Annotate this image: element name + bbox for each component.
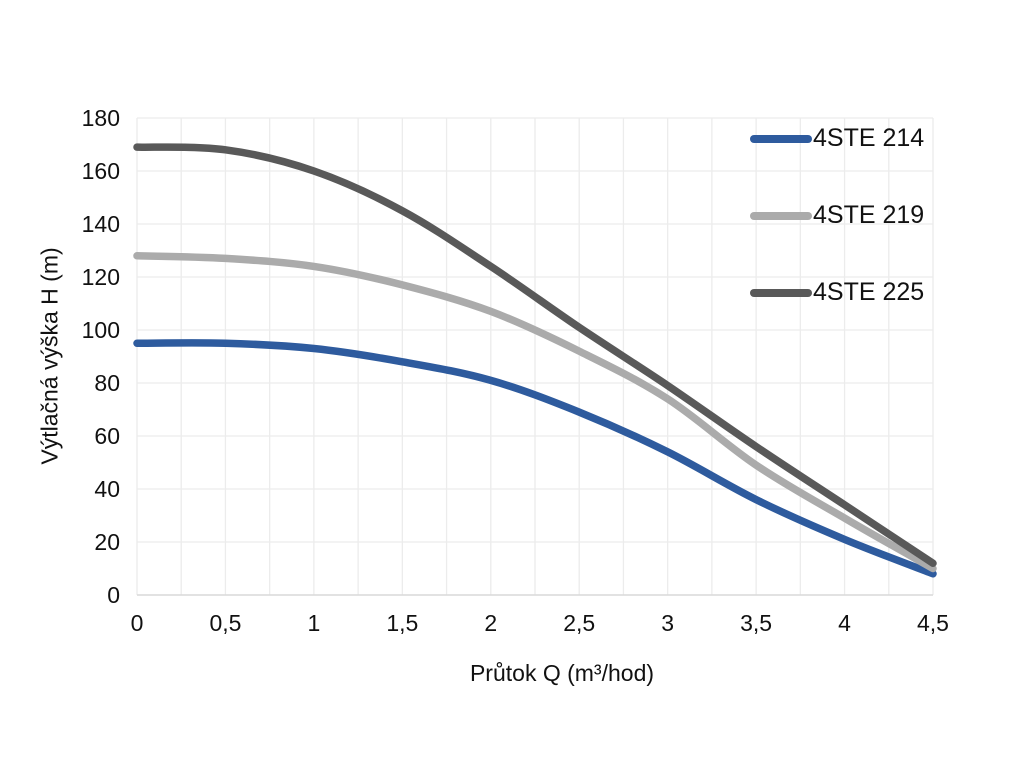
y-tick-label: 140	[82, 211, 120, 237]
y-tick-label: 120	[82, 264, 120, 290]
x-tick-label: 3	[661, 610, 674, 636]
x-tick-label: 4,5	[917, 610, 949, 636]
series-line-4ste-219	[133, 252, 937, 573]
x-tick-label: 1	[307, 610, 320, 636]
y-tick-label: 80	[94, 370, 120, 396]
y-tick-label: 160	[82, 158, 120, 184]
legend-label: 4STE 225	[813, 278, 925, 306]
x-tick-label: 2	[484, 610, 497, 636]
x-tick-label: 3,5	[740, 610, 772, 636]
y-tick-label: 180	[82, 105, 120, 131]
legend-item-4ste-219: 4STE 219	[750, 201, 924, 230]
y-axis-title: Výtlačná výška H (m)	[36, 247, 63, 465]
legend-item-4ste-214: 4STE 214	[750, 124, 924, 153]
y-tick-label: 60	[94, 423, 120, 449]
series-line-4ste-214	[133, 339, 937, 578]
legend-item-4ste-225: 4STE 225	[750, 278, 924, 307]
x-tick-label: 2,5	[563, 610, 595, 636]
x-tick-label: 0,5	[209, 610, 241, 636]
y-tick-label: 0	[107, 582, 120, 608]
legend-line-swatch	[750, 134, 812, 143]
legend-line-swatch	[750, 211, 812, 220]
y-tick-label: 100	[82, 317, 120, 343]
legend: 4STE 214 4STE 219 4STE 225	[750, 124, 924, 307]
y-tick-label: 40	[94, 476, 120, 502]
legend-line-swatch	[750, 288, 812, 297]
y-tick-label: 20	[94, 529, 120, 555]
x-tick-label: 0	[131, 610, 144, 636]
x-axis-title: Průtok Q (m³/hod)	[469, 660, 655, 686]
x-tick-label: 1,5	[386, 610, 418, 636]
legend-label: 4STE 214	[813, 124, 925, 152]
legend-label: 4STE 219	[813, 201, 925, 229]
series-line-4ste-225	[133, 143, 937, 567]
x-tick-label: 4	[838, 610, 851, 636]
